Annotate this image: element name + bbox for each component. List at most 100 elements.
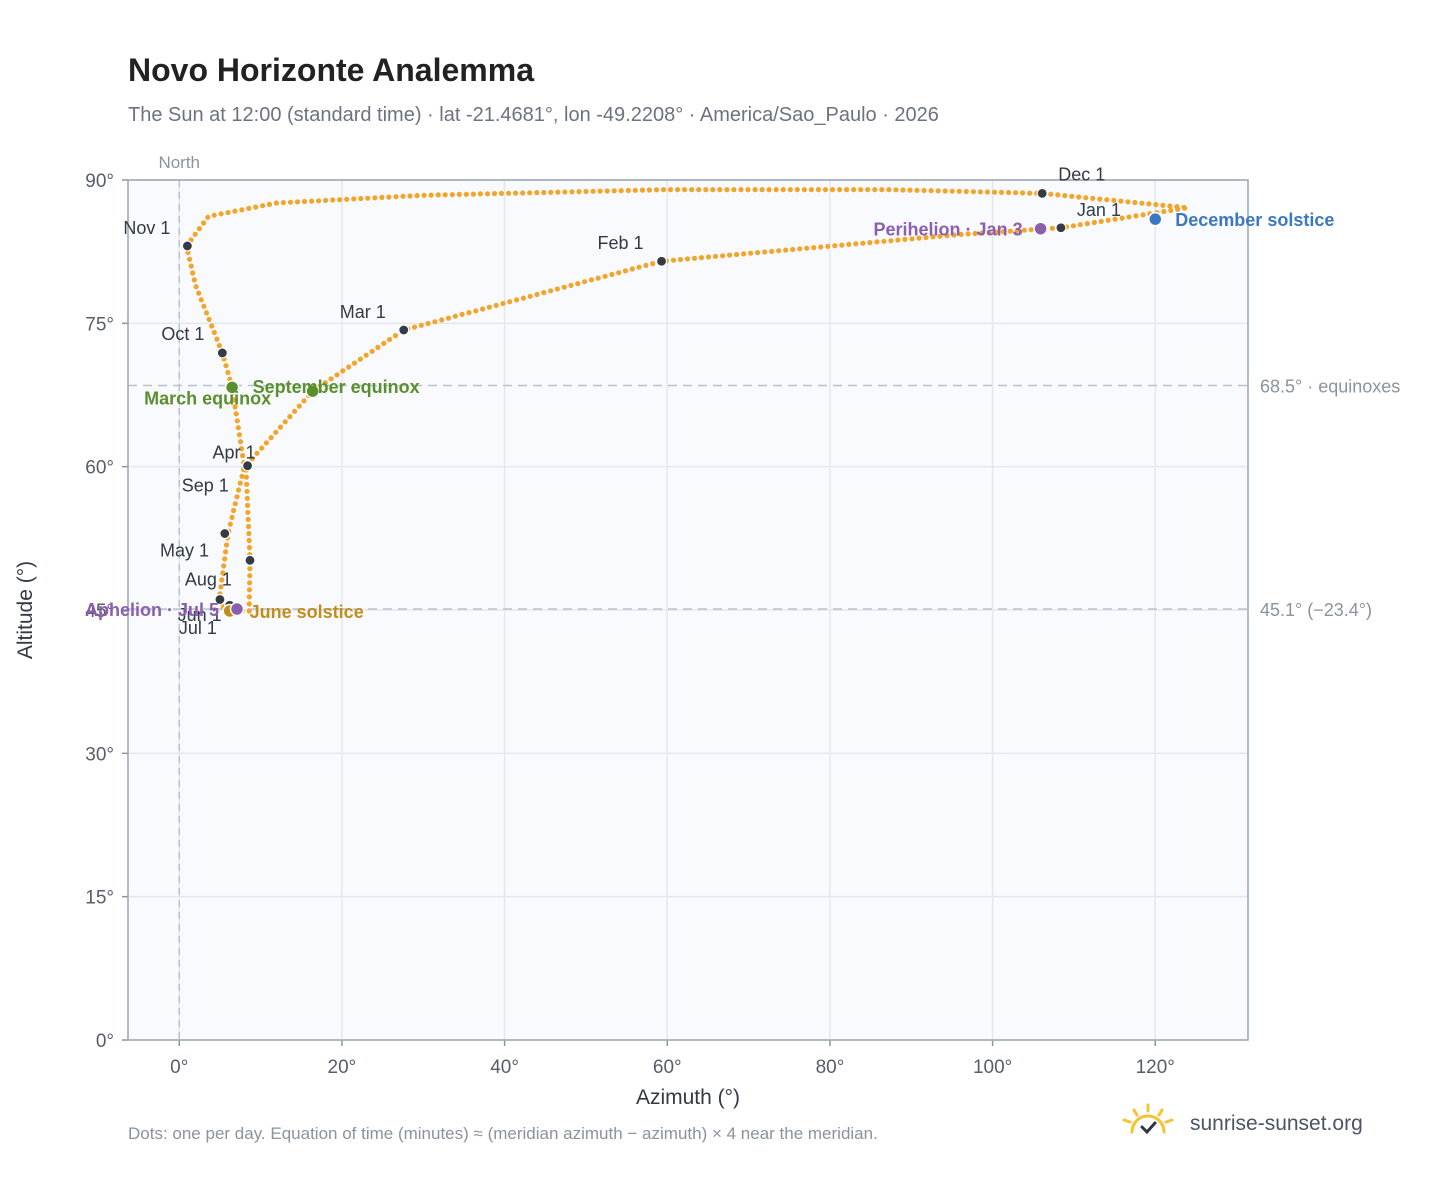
day-dot — [1014, 228, 1020, 234]
day-dot — [211, 212, 217, 218]
day-dot — [188, 263, 194, 269]
day-dot — [691, 255, 698, 261]
day-dot — [1007, 228, 1013, 234]
day-dot — [206, 316, 212, 322]
y-tick-label: 0° — [96, 1031, 114, 1052]
brand-logo[interactable]: sunrise-sunset.org — [1120, 1102, 1390, 1146]
day-dot — [724, 187, 730, 193]
day-dot — [752, 187, 758, 193]
day-dot — [301, 198, 308, 205]
day-dot — [231, 507, 237, 514]
day-dot — [393, 194, 399, 200]
day-dot — [375, 344, 381, 350]
day-dot — [190, 270, 196, 276]
day-dot — [1021, 227, 1027, 233]
day-dot — [247, 566, 253, 572]
day-dot — [351, 196, 357, 202]
day-dot — [801, 187, 808, 193]
sunrise-icon — [1122, 1103, 1174, 1135]
day-dot — [984, 189, 991, 195]
day-dot — [239, 207, 245, 213]
day-dot — [322, 380, 328, 386]
day-dot — [493, 302, 499, 308]
day-dot — [951, 232, 957, 238]
day-dot — [513, 190, 519, 196]
day-dot — [1153, 202, 1159, 208]
day-dot — [216, 343, 222, 349]
day-dot — [562, 189, 568, 195]
day-dot — [958, 231, 964, 237]
day-dot — [1020, 190, 1026, 196]
day-dot — [858, 187, 864, 193]
day-dot — [1084, 221, 1090, 227]
day-dot — [684, 256, 691, 262]
day-dot — [507, 299, 513, 305]
day-dot — [937, 233, 943, 239]
day-dot — [201, 303, 207, 309]
day-dot — [456, 191, 462, 197]
day-dot — [561, 284, 567, 290]
day-dot — [865, 187, 871, 193]
day-dot — [442, 192, 448, 198]
day-dot — [514, 297, 520, 303]
day-dot — [727, 252, 733, 258]
day-dot — [914, 187, 920, 193]
month-label: Mar 1 — [340, 302, 386, 322]
y-tick-label: 90° — [85, 171, 114, 192]
day-dot — [832, 243, 838, 249]
y-axis-title: Altitude (°) — [14, 561, 37, 659]
day-dot — [520, 295, 527, 301]
event-label: December solstice — [1175, 210, 1334, 230]
event-marker — [224, 380, 240, 395]
day-dot — [232, 404, 238, 410]
month-marker — [655, 255, 668, 267]
day-dot — [629, 266, 635, 272]
day-dot — [249, 456, 255, 462]
day-dot — [1139, 200, 1145, 206]
day-dot — [363, 352, 369, 358]
day-dot — [611, 188, 617, 194]
day-dot — [220, 570, 226, 576]
day-dot — [196, 226, 202, 232]
day-dot — [1097, 196, 1103, 202]
reference-line-label: 68.5° · equinoxes — [1260, 376, 1400, 396]
day-dot — [745, 187, 751, 193]
day-dot — [223, 363, 229, 369]
day-dot — [667, 187, 674, 193]
day-dot — [717, 187, 723, 193]
day-dot — [233, 411, 239, 417]
event-marker — [305, 383, 320, 399]
day-dot — [245, 502, 251, 508]
day-dot — [675, 187, 681, 193]
month-label: Jan 1 — [1077, 200, 1121, 220]
day-dot — [435, 192, 441, 198]
chart-subtitle: The Sun at 12:00 (standard time) · lat -… — [128, 104, 939, 126]
day-dot — [245, 509, 251, 515]
y-tick-label: 60° — [85, 458, 114, 479]
day-dot — [879, 187, 885, 193]
day-dot — [520, 190, 526, 196]
day-dot — [829, 187, 836, 193]
day-dot — [379, 194, 385, 200]
day-dot — [548, 288, 554, 294]
day-dot — [653, 187, 660, 193]
footnote: Dots: one per day. Equation of time (min… — [128, 1124, 878, 1143]
day-dot — [867, 240, 873, 246]
day-dot — [909, 236, 915, 242]
day-dot — [387, 336, 393, 343]
day-dot — [245, 523, 252, 530]
day-dot — [432, 319, 438, 325]
day-dot — [935, 188, 941, 194]
day-dot — [815, 187, 822, 193]
day-dot — [822, 187, 829, 193]
day-dot — [632, 187, 638, 193]
day-dot — [246, 608, 252, 614]
day-dot — [907, 187, 913, 193]
day-dot — [602, 273, 608, 279]
day-dot — [881, 238, 887, 244]
day-dot — [1090, 195, 1096, 201]
day-dot — [677, 256, 684, 263]
day-dot — [225, 369, 231, 376]
month-marker — [1036, 187, 1048, 199]
day-dot — [201, 220, 207, 226]
